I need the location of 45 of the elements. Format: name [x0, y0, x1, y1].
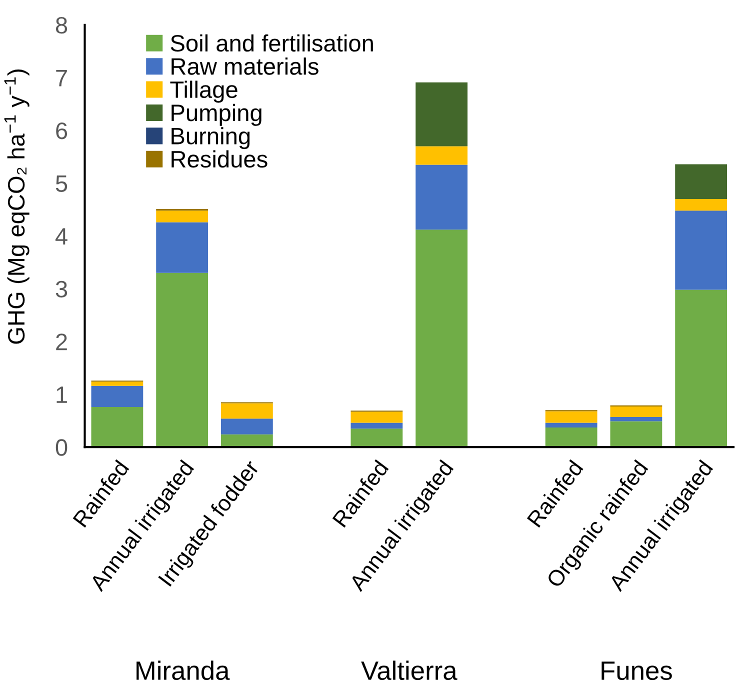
bar — [156, 272, 208, 448]
bar — [91, 386, 144, 407]
y-tick-label: 2 — [56, 334, 67, 350]
bar — [675, 199, 728, 211]
text: Funes — [602, 662, 672, 680]
bar — [610, 406, 662, 417]
bar — [416, 164, 468, 230]
bar — [675, 164, 728, 200]
bar — [156, 222, 208, 273]
legend-label: Burning — [172, 127, 250, 150]
bar — [156, 210, 208, 222]
legend-label: Residues — [172, 150, 268, 168]
y-tick-label: 1 — [56, 386, 67, 403]
y-tick-label: 4 — [55, 228, 68, 245]
legend-label: Soil and fertilisation — [170, 34, 373, 52]
bar — [545, 428, 598, 448]
bar — [350, 428, 403, 448]
bar — [416, 82, 468, 146]
y-tick-label: 6 — [56, 122, 68, 140]
text: Valtierra — [361, 660, 458, 680]
legend-label: Raw materials — [172, 58, 318, 75]
bar — [545, 411, 598, 423]
y-tick-label: 7 — [56, 70, 67, 86]
bar — [91, 382, 144, 386]
bar — [675, 290, 728, 448]
y-tick-label: 8 — [56, 16, 68, 34]
y-tick-label: 0 — [56, 439, 68, 456]
bar — [220, 434, 273, 448]
legend-label: Tillage — [170, 80, 238, 103]
bar — [416, 230, 468, 448]
bar — [91, 406, 144, 448]
legend-label: Pumping — [172, 104, 262, 126]
bar — [220, 418, 273, 434]
y-axis-title: GHG (Mg eqCO₂ ha$^{−1}$ y$^{−1}$) — [4, 70, 30, 344]
bar — [416, 146, 468, 165]
bar — [675, 210, 728, 290]
bar — [350, 412, 403, 423]
y-tick-label: 3 — [56, 280, 68, 298]
bar — [610, 416, 662, 422]
bar — [610, 421, 662, 448]
bar — [545, 422, 598, 428]
y-tick-label: 5 — [56, 176, 68, 192]
text: Miranda — [136, 660, 230, 680]
bar — [350, 422, 403, 429]
bar — [220, 403, 273, 419]
